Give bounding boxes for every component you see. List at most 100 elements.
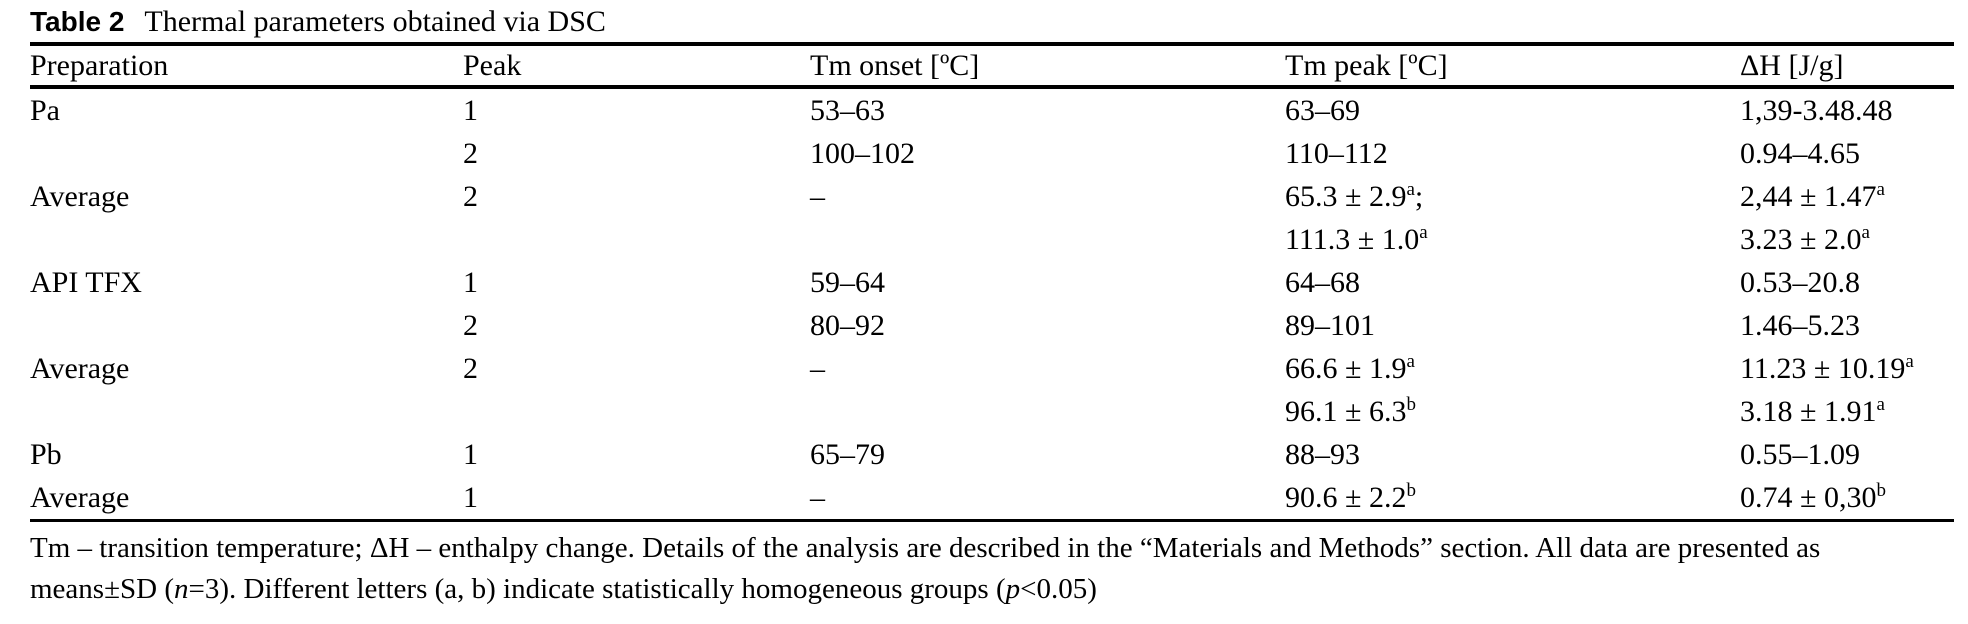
superscript-label: a <box>1861 222 1870 243</box>
cell-line: 89–101 <box>1285 304 1740 347</box>
superscript-label: b <box>1876 480 1886 501</box>
cell-line: 2 <box>463 347 810 390</box>
table-footnote: Tm – transition temperature; ΔH – enthal… <box>0 522 1968 610</box>
cell-line: 2 <box>463 304 810 347</box>
table-cell: 1 <box>463 89 810 132</box>
cell-line: 63–69 <box>1285 89 1740 132</box>
cell-line: – <box>810 476 1285 519</box>
cell-line: 111.3 ± 1.0a <box>1285 218 1740 261</box>
table-cell: 110–112 <box>1285 132 1740 175</box>
table-cell: 0.55–1.09 <box>1740 433 1954 476</box>
table-cell <box>30 132 463 175</box>
table-cell: 0.74 ± 0,30b <box>1740 476 1954 519</box>
table-header-row: Preparation Peak Tm onset [ºC] Tm peak [… <box>0 46 1968 85</box>
table-caption: Table 2 Thermal parameters obtained via D… <box>0 0 1968 42</box>
text-segment: – <box>810 180 825 213</box>
cell-line <box>30 304 463 347</box>
cell-line: 59–64 <box>810 261 1285 304</box>
table-cell: 53–63 <box>810 89 1285 132</box>
table-cell: 100–102 <box>810 132 1285 175</box>
table-cell: 90.6 ± 2.2b <box>1285 476 1740 519</box>
table-cell: 0.53–20.8 <box>1740 261 1954 304</box>
table-cell: 1.46–5.23 <box>1740 304 1954 347</box>
table-cell: 2,44 ± 1.47a 3.23 ± 2.0a <box>1740 175 1954 261</box>
text-segment: 96.1 ± 6.3 <box>1285 395 1407 428</box>
cell-line: 3.18 ± 1.91a <box>1740 390 1954 433</box>
cell-line <box>30 132 463 175</box>
cell-line: 1 <box>463 89 810 132</box>
cell-line: 90.6 ± 2.2b <box>1285 476 1740 519</box>
table-cell: 2 <box>463 175 810 261</box>
cell-line: 88–93 <box>1285 433 1740 476</box>
cell-line: 11.23 ± 10.19a <box>1740 347 1954 390</box>
text-segment: API TFX <box>30 266 142 299</box>
cell-line: 1.46–5.23 <box>1740 304 1954 347</box>
text-segment: 0.55–1.09 <box>1740 438 1860 471</box>
table-row: 2 80–92 89–101 1.46–5.23 <box>0 304 1968 347</box>
text-segment: Pb <box>30 438 62 471</box>
cell-line: 66.6 ± 1.9a <box>1285 347 1740 390</box>
table-cell: Pb <box>30 433 463 476</box>
table-cell: Average <box>30 476 463 519</box>
column-header-preparation: Preparation <box>30 49 169 82</box>
text-segment: 59–64 <box>810 266 885 299</box>
cell-line: 110–112 <box>1285 132 1740 175</box>
superscript-label: a <box>1419 222 1428 243</box>
text-segment: Average <box>30 481 130 514</box>
table-cell: 64–68 <box>1285 261 1740 304</box>
text-segment: 0.94–4.65 <box>1740 137 1860 170</box>
table-cell: Pa <box>30 89 463 132</box>
italic-text: p <box>1005 573 1021 605</box>
text-segment <box>30 137 38 170</box>
text-segment: 89–101 <box>1285 309 1375 342</box>
text-segment: Pa <box>30 94 60 127</box>
text-segment: 63–69 <box>1285 94 1360 127</box>
table-top-rule <box>30 42 1954 46</box>
column-header-tm-onset: Tm onset [ºC] <box>810 49 980 82</box>
text-segment: 2,44 ± 1.47 <box>1740 180 1877 213</box>
text-segment: 65.3 ± 2.9 <box>1285 180 1407 213</box>
text-segment: 0.74 ± 0,30 <box>1740 481 1877 514</box>
text-segment: Average <box>30 352 130 385</box>
cell-line: 65–79 <box>810 433 1285 476</box>
table-cell: 65–79 <box>810 433 1285 476</box>
text-segment: 53–63 <box>810 94 885 127</box>
cell-line: – <box>810 175 1285 218</box>
text-segment <box>30 309 38 342</box>
table-cell: Average <box>30 175 463 261</box>
cell-line: 96.1 ± 6.3b <box>1285 390 1740 433</box>
cell-line: 2,44 ± 1.47a <box>1740 175 1954 218</box>
text-segment: ; <box>1414 180 1424 213</box>
table-cell: API TFX <box>30 261 463 304</box>
cell-line: 65.3 ± 2.9a; <box>1285 175 1740 218</box>
table-cell: 11.23 ± 10.19a 3.18 ± 1.91a <box>1740 347 1954 433</box>
superscript-label: a <box>1905 351 1914 372</box>
cell-line: 0.94–4.65 <box>1740 132 1954 175</box>
superscript-label: b <box>1406 394 1416 415</box>
column-header-delta-h: ΔH [J/g] <box>1740 49 1844 82</box>
cell-line: 0.74 ± 0,30b <box>1740 476 1954 519</box>
text-segment: 2 <box>463 137 478 170</box>
table-cell: 2 <box>463 132 810 175</box>
table-row: Pa 1 53–63 63–69 1,39-3.48.48 <box>0 89 1968 132</box>
text-segment: 3.18 ± 1.91 <box>1740 395 1877 428</box>
superscript-label: a <box>1406 179 1415 200</box>
cell-line: 64–68 <box>1285 261 1740 304</box>
text-segment: – <box>810 481 825 514</box>
superscript-label: a <box>1406 351 1415 372</box>
cell-line: 2 <box>463 175 810 218</box>
table-cell: 88–93 <box>1285 433 1740 476</box>
text-segment: 64–68 <box>1285 266 1360 299</box>
table-row: API TFX 1 59–64 64–68 0.53–20.8 <box>0 261 1968 304</box>
text-segment: 88–93 <box>1285 438 1360 471</box>
column-header-tm-peak: Tm peak [ºC] <box>1285 49 1448 82</box>
cell-line: Pb <box>30 433 463 476</box>
table-cell: 59–64 <box>810 261 1285 304</box>
table-header-rule <box>30 85 1954 89</box>
cell-line: 1 <box>463 433 810 476</box>
text-segment: Tm – transition temperature; ΔH – enthal… <box>30 532 1821 605</box>
cell-line: Average <box>30 476 463 519</box>
text-segment: 1 <box>463 481 478 514</box>
text-segment: 1,39-3.48.48 <box>1740 94 1893 127</box>
